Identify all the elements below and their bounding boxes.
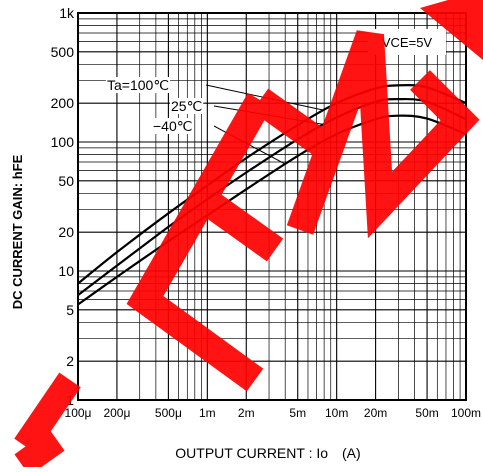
y-tick-label: 50 — [58, 173, 74, 189]
legend-label-minus40c: −40℃ — [153, 118, 192, 134]
x-tick-label: 100μ — [65, 406, 92, 420]
watermark-letter-o — [420, 0, 483, 60]
y-tick-label: 100 — [51, 134, 75, 150]
x-tick-label: 20m — [364, 406, 387, 420]
y-tick-label: 10 — [58, 263, 74, 279]
demo-watermark — [14, 0, 483, 472]
tick-labels: 100μ 200μ 500μ 1m 2m 5m 10m 20m 50m 100m125102050… — [51, 5, 481, 420]
watermark-letter-m — [286, 30, 480, 239]
vce-annotation-text: VCE=5V — [382, 35, 433, 50]
y-tick-label: 1k — [59, 5, 75, 21]
legend: Ta=100℃ 25℃ −40℃ — [106, 77, 204, 134]
legend-label-background — [170, 98, 204, 114]
x-axis-label: OUTPUT CURRENT : Io (A) — [175, 445, 360, 461]
series-line-1 — [77, 97, 467, 297]
x-tick-label: 50m — [415, 406, 438, 420]
series-line-2 — [77, 114, 467, 306]
x-tick-label: 100m — [451, 406, 481, 420]
watermark-letter-d — [14, 372, 81, 472]
y-tick-label: 5 — [66, 302, 74, 318]
plot-frame — [77, 12, 467, 401]
y-axis-label: DC CURRENT GAIN: hFE — [10, 154, 25, 309]
x-tick-label: 200μ — [103, 406, 130, 420]
y-tick-label: 200 — [51, 95, 75, 111]
x-tick-label: 1m — [199, 406, 216, 420]
legend-label-25c: 25℃ — [171, 98, 202, 114]
legend-label-background — [106, 77, 171, 93]
grid-layer — [77, 13, 466, 401]
x-tick-label: 500μ — [155, 406, 182, 420]
y-tick-label: 20 — [58, 224, 74, 240]
x-tick-label: 5m — [289, 406, 306, 420]
legend-label-background — [152, 118, 194, 134]
legend-label-100c: Ta=100℃ — [107, 77, 169, 93]
x-tick-label: 10m — [325, 406, 348, 420]
y-tick-label: 2 — [66, 353, 74, 369]
y-tick-label: 500 — [51, 44, 75, 60]
x-tick-label: 2m — [238, 406, 255, 420]
